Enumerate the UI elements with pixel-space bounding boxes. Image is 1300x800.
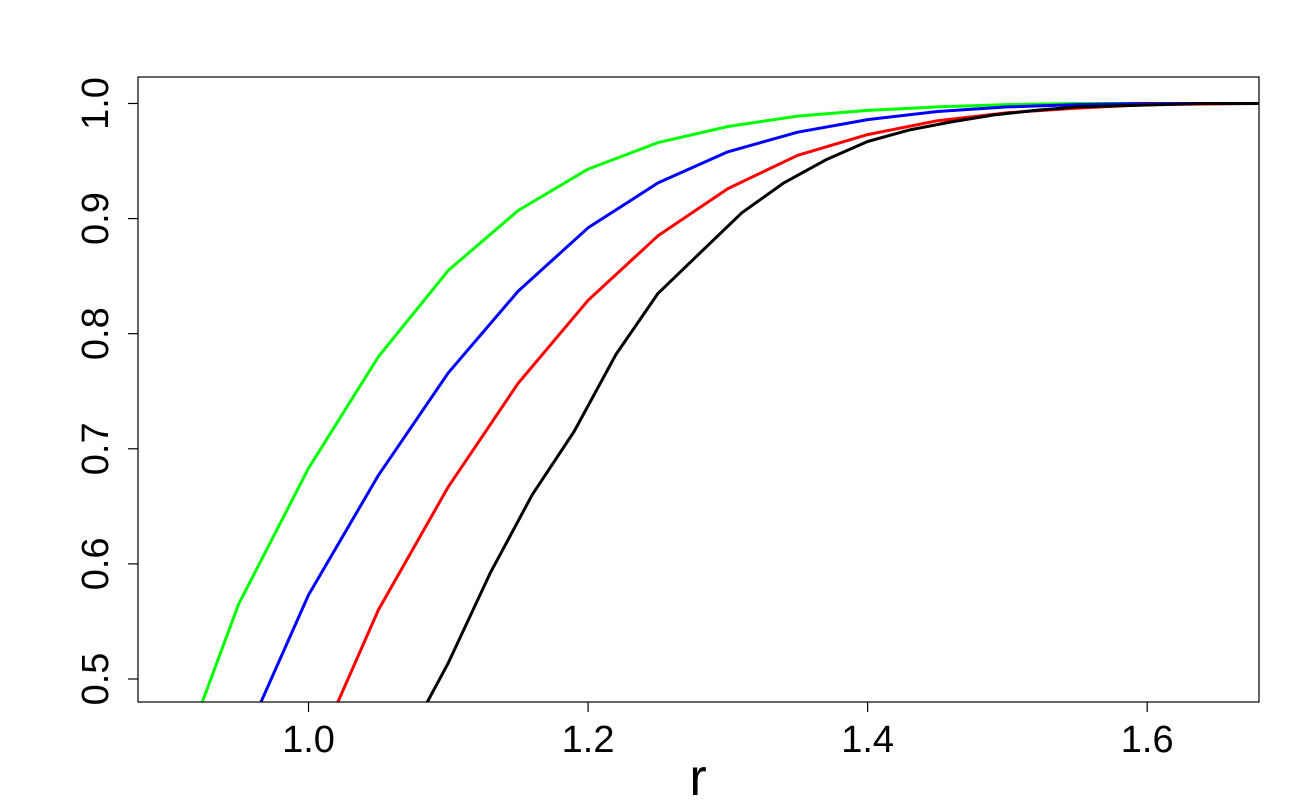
- x-axis: 1.0 1.2 1.4 1.6: [282, 702, 1174, 761]
- x-tick-label: 1.6: [1121, 719, 1174, 761]
- series-line: [336, 102, 1259, 702]
- y-tick-label: 0.8: [75, 307, 117, 360]
- y-axis: 0.5 0.6 0.7 0.8 0.9 1.0: [75, 77, 138, 705]
- y-tick-label: 0.6: [75, 537, 117, 590]
- series-line: [425, 102, 1259, 702]
- series-line: [259, 102, 1259, 702]
- y-tick-label: 0.9: [75, 192, 117, 245]
- y-tick-label: 0.7: [75, 422, 117, 475]
- series-line: [200, 102, 1259, 702]
- x-tick-label: 1.0: [282, 719, 335, 761]
- plot-frame: [137, 76, 1260, 703]
- y-tick-label: 1.0: [75, 77, 117, 130]
- x-tick-label: 1.4: [841, 719, 894, 761]
- series-layer: [200, 102, 1259, 702]
- y-tick-label: 0.5: [75, 653, 117, 706]
- x-axis-title: r: [689, 749, 706, 800]
- x-tick-label: 1.2: [562, 719, 615, 761]
